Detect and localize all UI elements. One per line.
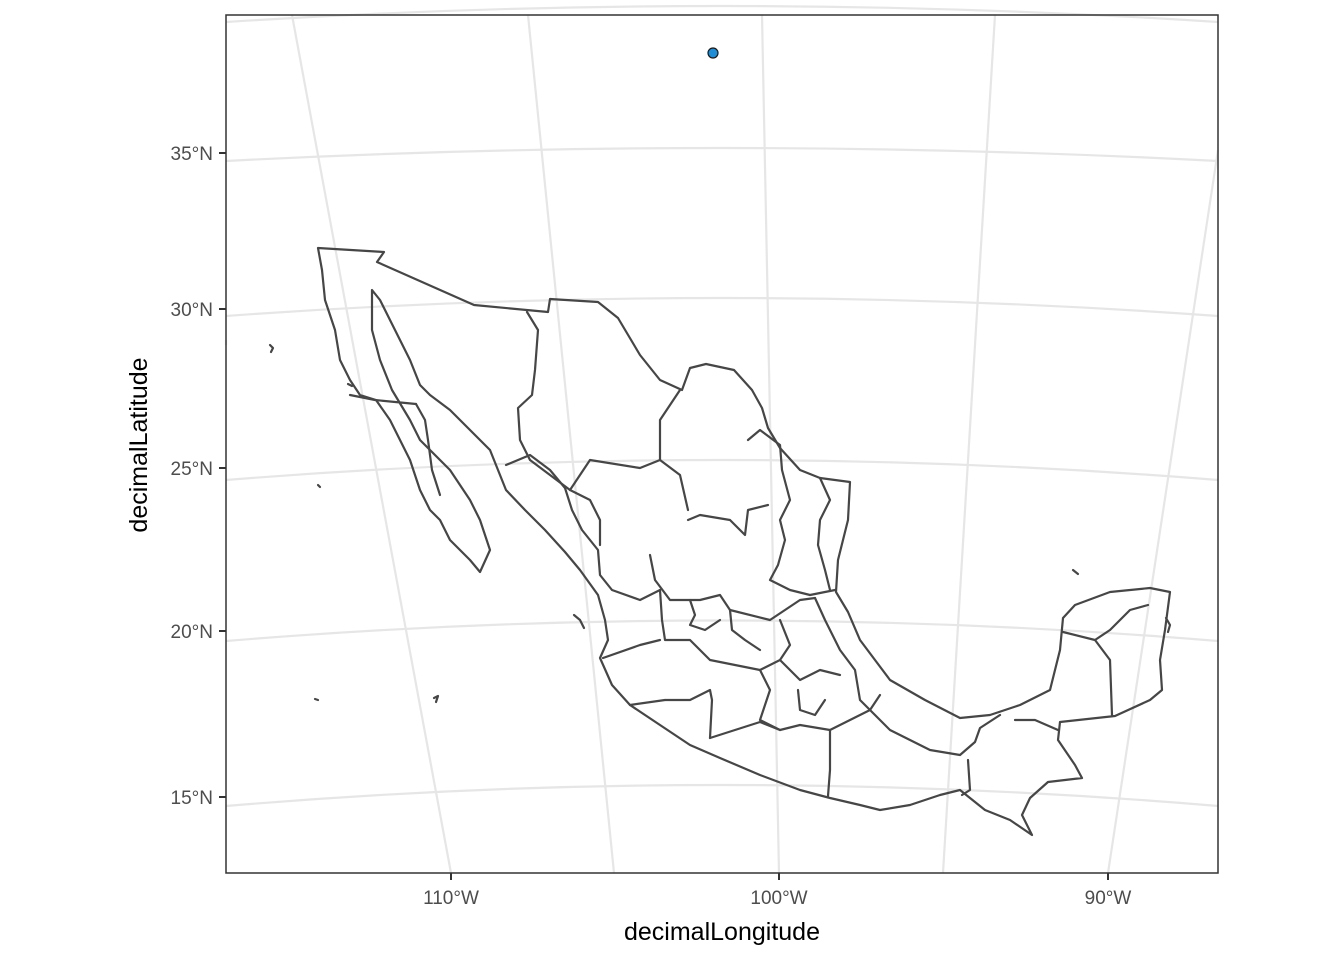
state-line-17 xyxy=(1013,718,1060,732)
island-socorro xyxy=(432,694,440,704)
island-cedros xyxy=(316,483,322,489)
state-line-21 xyxy=(813,596,872,712)
state-line-7 xyxy=(746,428,837,597)
state-line-3 xyxy=(658,388,682,462)
x-tick-label: 100°W xyxy=(750,888,807,909)
parallel-40N xyxy=(225,4,1219,24)
state-line-5 xyxy=(568,488,602,547)
x-axis-title: decimalLongitude xyxy=(624,918,820,946)
state-line-13 xyxy=(708,720,782,740)
state-line-4 xyxy=(504,453,662,602)
parallel-35N xyxy=(225,146,1219,163)
meridian-95W xyxy=(941,14,997,874)
island-revillagigedo xyxy=(313,697,320,702)
x-axis: 110°W 100°W 90°W xyxy=(423,873,1131,909)
meridian-90W xyxy=(1106,149,1220,874)
meridian-100W xyxy=(760,14,781,874)
state-line-22 xyxy=(778,618,842,682)
parallel-25N xyxy=(225,458,1219,482)
state-line-14 xyxy=(826,728,832,798)
state-line-24 xyxy=(688,598,722,632)
panel-border xyxy=(225,14,1219,874)
x-tick-label: 90°W xyxy=(1085,888,1132,909)
state-line-23 xyxy=(728,608,762,652)
state-line-12 xyxy=(758,668,882,732)
y-tick-label: 35°N xyxy=(171,144,213,165)
baja-south-line xyxy=(414,402,442,497)
y-tick-label: 15°N xyxy=(171,788,213,809)
parallel-20N xyxy=(225,619,1219,643)
state-line-19 xyxy=(1093,603,1150,642)
island-maria xyxy=(572,613,586,630)
island-baja-1 xyxy=(346,382,354,388)
state-line-20 xyxy=(816,476,832,592)
parallel-15N xyxy=(225,783,1219,808)
state-line-15 xyxy=(868,708,1002,757)
state-line-18 xyxy=(1061,630,1114,717)
state-line-6 xyxy=(686,503,770,537)
state-line-10 xyxy=(601,638,662,660)
state-line-16 xyxy=(960,758,972,797)
island-cozumel xyxy=(1164,616,1172,634)
y-tick-label: 20°N xyxy=(171,622,213,643)
meridian-105W xyxy=(526,14,616,874)
state-line-11 xyxy=(628,688,714,740)
state-line-8 xyxy=(648,553,817,622)
y-tick-label: 30°N xyxy=(171,300,213,321)
state-line-9 xyxy=(658,588,782,672)
state-line-2 xyxy=(516,310,690,512)
x-tick-label: 110°W xyxy=(423,888,479,909)
y-axis-title: decimalLatitude xyxy=(125,357,153,532)
state-line-25 xyxy=(796,688,827,717)
meridian-110W xyxy=(290,14,453,874)
mexico-state-boundaries xyxy=(316,246,1172,837)
island-guadalupe xyxy=(268,343,275,354)
islands xyxy=(268,343,1172,704)
graticule xyxy=(224,4,1220,874)
y-axis: 35°N 30°N 25°N 20°N 15°N xyxy=(171,144,226,809)
y-tick-label: 25°N xyxy=(171,459,213,480)
parallel-30N xyxy=(225,296,1219,318)
country-outline xyxy=(316,246,1172,837)
state-line-1 xyxy=(348,393,418,406)
island-gulf xyxy=(1071,568,1080,576)
occurrence-point[interactable] xyxy=(707,47,719,59)
